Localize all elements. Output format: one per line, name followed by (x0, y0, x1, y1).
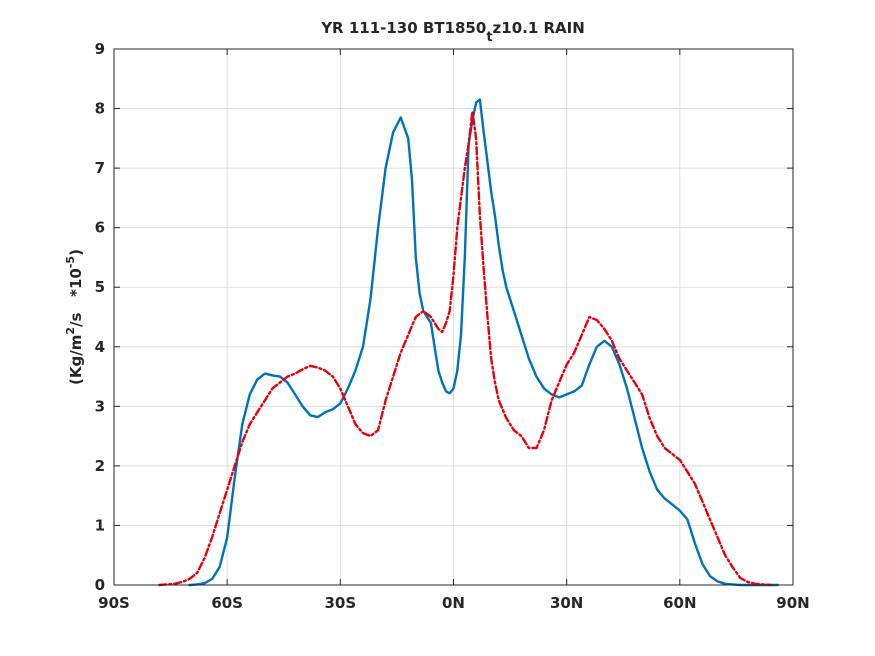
y-tick-label: 4 (95, 338, 105, 356)
series-group (158, 98, 780, 587)
y-tick-label: 5 (95, 278, 105, 296)
y-tick-label: 9 (95, 40, 105, 58)
chart-title-end: z10.1 RAIN (493, 19, 585, 37)
y-axis-label-sup2: -5 (64, 256, 77, 268)
y-tick-label: 8 (95, 100, 105, 118)
chart-title: YR 111-130 BT1850tz10.1 RAIN (320, 19, 585, 45)
x-tick-label: 30N (550, 594, 583, 612)
y-axis-label-sup1: 2 (64, 327, 77, 335)
ticks (113, 48, 794, 586)
x-tick-labels: 90S 60S 30S 0N 30N 60N 90N (98, 594, 810, 612)
y-axis-label-mid: /s *10 (67, 268, 85, 327)
chart-title-main: YR 111-130 BT1850 (320, 19, 486, 37)
series-line-1 (188, 98, 780, 587)
y-axis-label-start: (Kg/m (67, 335, 85, 385)
x-tick-label: 60N (663, 594, 696, 612)
x-tick-label: 90S (98, 594, 130, 612)
y-tick-label: 1 (95, 516, 105, 534)
x-tick-label: 30S (324, 594, 356, 612)
y-tick-label: 7 (95, 159, 105, 177)
series-line-2 (158, 110, 772, 587)
chart-title-subscript: t (486, 30, 492, 45)
x-tick-label: 0N (442, 594, 465, 612)
y-axis-label-end: ) (67, 249, 85, 256)
x-tick-label: 90N (776, 594, 809, 612)
y-tick-label: 2 (95, 457, 105, 475)
y-axis-label: (Kg/m2/s *10-5) (64, 249, 85, 385)
y-tick-label: 0 (95, 576, 105, 594)
y-tick-labels: 0 1 2 3 4 5 6 7 8 9 (95, 40, 105, 594)
x-tick-label: 60S (211, 594, 243, 612)
y-tick-label: 3 (95, 397, 105, 415)
y-tick-label: 6 (95, 219, 105, 237)
